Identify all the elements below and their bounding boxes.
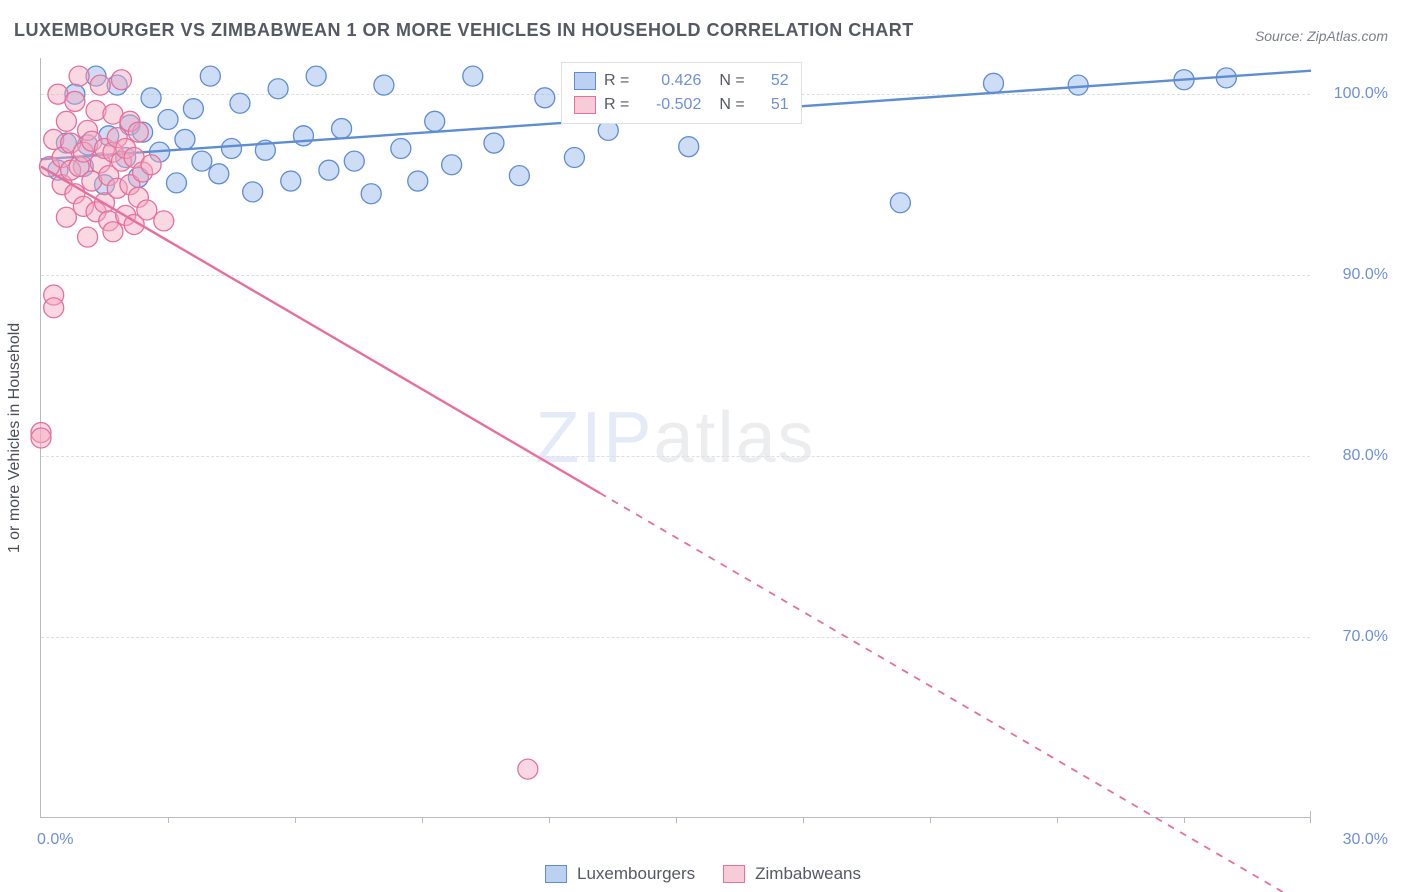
data-point-lux: [230, 93, 250, 113]
data-point-zim: [69, 66, 89, 86]
x-tick-mark: [1057, 817, 1058, 823]
data-point-lux: [408, 171, 428, 191]
legend-R-value-zim: -0.502: [637, 96, 701, 114]
data-point-lux: [332, 119, 352, 139]
y-tick-label: 80.0%: [1318, 447, 1388, 465]
data-point-lux: [344, 151, 364, 171]
legend-R-value-lux: 0.426: [637, 72, 701, 90]
data-point-zim: [103, 222, 123, 242]
x-tick-max: 30.0%: [1318, 831, 1388, 849]
swatch-lux: [574, 72, 596, 90]
data-point-lux: [463, 66, 483, 86]
data-point-lux: [175, 129, 195, 149]
data-point-zim: [154, 211, 174, 231]
x-tick-mark: [803, 817, 804, 823]
x-tick-mark: [422, 817, 423, 823]
legend-label-luxembourgers: Luxembourgers: [577, 864, 695, 884]
legend-item-luxembourgers: Luxembourgers: [545, 864, 695, 884]
data-point-lux: [442, 155, 462, 175]
chart-svg: [41, 58, 1310, 817]
data-point-zim: [111, 70, 131, 90]
axis-right-tick: [1310, 811, 1311, 823]
regression-line-zim: [41, 167, 600, 493]
legend-N-value-zim: 51: [753, 96, 789, 114]
correlation-legend: R = 0.426 N = 52 R = -0.502 N = 51: [561, 62, 802, 124]
data-point-zim: [56, 207, 76, 227]
swatch-zimbabweans: [723, 865, 745, 883]
data-point-lux: [158, 110, 178, 130]
data-point-lux: [183, 99, 203, 119]
legend-N-value-lux: 52: [753, 72, 789, 90]
legend-label-zimbabweans: Zimbabweans: [755, 864, 861, 884]
data-point-lux: [209, 164, 229, 184]
data-point-zim: [44, 298, 64, 318]
source-prefix: Source:: [1255, 28, 1307, 44]
data-point-zim: [56, 111, 76, 131]
data-point-lux: [141, 88, 161, 108]
data-point-zim: [518, 759, 538, 779]
chart-title: LUXEMBOURGER VS ZIMBABWEAN 1 OR MORE VEH…: [14, 20, 914, 41]
data-point-lux: [222, 138, 242, 158]
x-tick-mark: [168, 817, 169, 823]
data-point-lux: [535, 88, 555, 108]
legend-R-label: R =: [604, 72, 629, 90]
source-credit: Source: ZipAtlas.com: [1255, 28, 1388, 44]
swatch-luxembourgers: [545, 865, 567, 883]
data-point-lux: [319, 160, 339, 180]
data-point-lux: [509, 166, 529, 186]
data-point-zim: [90, 75, 110, 95]
y-tick-label: 70.0%: [1318, 628, 1388, 646]
data-point-zim: [137, 200, 157, 220]
data-point-lux: [268, 79, 288, 99]
data-point-lux: [293, 126, 313, 146]
series-legend: Luxembourgers Zimbabweans: [545, 864, 861, 884]
legend-row-lux: R = 0.426 N = 52: [574, 69, 789, 93]
y-tick-label: 90.0%: [1318, 266, 1388, 284]
data-point-lux: [484, 133, 504, 153]
data-point-lux: [361, 184, 381, 204]
data-point-lux: [890, 193, 910, 213]
x-tick-min: 0.0%: [37, 831, 73, 849]
legend-N-label: N =: [719, 72, 744, 90]
data-point-zim: [65, 91, 85, 111]
swatch-zim: [574, 96, 596, 114]
x-tick-mark: [676, 817, 677, 823]
data-point-lux: [425, 111, 445, 131]
data-point-lux: [200, 66, 220, 86]
data-point-lux: [243, 182, 263, 202]
data-point-lux: [166, 173, 186, 193]
data-point-zim: [128, 122, 148, 142]
x-tick-mark: [295, 817, 296, 823]
x-tick-mark: [549, 817, 550, 823]
data-point-lux: [192, 151, 212, 171]
plot-area: 1 or more Vehicles in Household ZIPatlas…: [40, 58, 1310, 818]
legend-R-label: R =: [604, 96, 629, 114]
source-name: ZipAtlas.com: [1307, 28, 1388, 44]
data-point-lux: [306, 66, 326, 86]
data-point-lux: [281, 171, 301, 191]
data-point-lux: [1068, 75, 1088, 95]
data-point-lux: [679, 137, 699, 157]
data-point-lux: [391, 138, 411, 158]
y-tick-label: 100.0%: [1318, 85, 1388, 103]
data-point-lux: [564, 148, 584, 168]
data-point-lux: [984, 73, 1004, 93]
data-point-zim: [78, 227, 98, 247]
regression-line-zim-dashed: [600, 493, 1311, 892]
data-point-zim: [31, 428, 51, 448]
x-tick-mark: [930, 817, 931, 823]
data-point-lux: [374, 75, 394, 95]
data-point-zim: [141, 155, 161, 175]
y-axis-label: 1 or more Vehicles in Household: [6, 322, 24, 552]
legend-item-zimbabweans: Zimbabweans: [723, 864, 861, 884]
legend-row-zim: R = -0.502 N = 51: [574, 93, 789, 117]
legend-N-label: N =: [719, 96, 744, 114]
x-tick-mark: [1184, 817, 1185, 823]
